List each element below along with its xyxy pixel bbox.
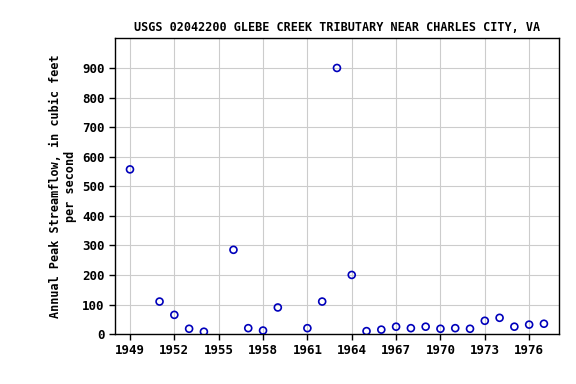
Point (436, 326, 445, 332)
Point (450, 325, 460, 331)
Point (406, 325, 415, 331)
Title: USGS 02042200 GLEBE CREEK TRIBUTARY NEAR CHARLES CITY, VA: USGS 02042200 GLEBE CREEK TRIBUTARY NEAR… (134, 22, 540, 35)
Point (317, 298, 327, 305)
Point (259, 328, 268, 334)
Point (184, 326, 194, 332)
Point (332, 65, 342, 71)
Point (347, 272, 357, 278)
Point (421, 324, 430, 330)
Y-axis label: Annual Peak Streamflow, in cubic feet
per second: Annual Peak Streamflow, in cubic feet pe… (49, 55, 77, 318)
Point (244, 325, 253, 331)
Point (303, 325, 312, 331)
Point (377, 326, 386, 333)
Point (126, 166, 135, 172)
Point (539, 321, 548, 327)
Point (525, 321, 534, 328)
Point (155, 298, 164, 305)
Point (392, 324, 401, 330)
Point (362, 328, 371, 334)
Point (170, 312, 179, 318)
Point (480, 318, 490, 324)
Point (465, 326, 475, 332)
Point (495, 315, 504, 321)
Point (510, 324, 519, 330)
Point (273, 305, 282, 311)
Point (229, 247, 238, 253)
Point (199, 329, 209, 335)
